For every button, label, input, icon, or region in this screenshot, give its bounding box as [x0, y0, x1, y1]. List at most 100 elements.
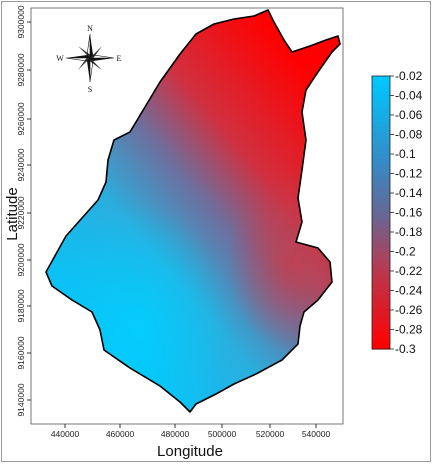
legend-swatch	[372, 330, 390, 336]
legend-swatch	[372, 103, 390, 109]
legend-swatch	[372, 130, 390, 136]
y-axis-title: Latitude	[4, 187, 21, 240]
legend-label: -0.08	[395, 128, 423, 142]
legend-swatch	[372, 180, 390, 186]
legend-label: -0.1	[395, 147, 416, 161]
study-area-surface	[46, 10, 340, 412]
legend-swatch	[372, 212, 390, 218]
legend-swatch	[372, 308, 390, 314]
legend-label: -0.16	[395, 206, 423, 220]
legend-swatch	[372, 226, 390, 232]
legend-swatch	[372, 326, 390, 332]
legend-swatch	[372, 76, 390, 82]
legend-swatch	[372, 194, 390, 200]
x-tick-label: 500000	[208, 429, 237, 439]
legend-label: -0.06	[395, 108, 423, 122]
x-axis: 440000 460000 480000 500000 520000 54000…	[51, 424, 331, 439]
y-tick-label: 9280000	[16, 53, 26, 86]
legend-swatch	[372, 144, 390, 150]
legend-swatch	[372, 207, 390, 214]
legend-swatch	[372, 339, 390, 346]
x-tick-label: 440000	[51, 429, 80, 439]
legend-swatch	[372, 94, 390, 100]
y-tick-label: 9220000	[16, 196, 26, 229]
legend-swatch	[372, 121, 390, 127]
legend-swatch	[372, 89, 390, 95]
legend-swatch	[372, 85, 390, 91]
north-arrow-icon: N S E W	[56, 24, 121, 94]
legend-swatch	[372, 167, 390, 173]
legend-label: -0.14	[395, 186, 423, 200]
legend: -0.02 -0.04 -0.06 -0.08 -0.1 -0.12 -0.14 -0.16 -…	[371, 69, 423, 356]
study-area-outline	[45, 9, 341, 413]
legend-swatch	[372, 303, 390, 309]
legend-swatch	[372, 80, 390, 86]
legend-swatch	[372, 298, 390, 305]
legend-swatch	[372, 198, 390, 204]
y-tick-label: 9140000	[16, 383, 26, 416]
legend-label: -0.28	[395, 323, 423, 337]
legend-swatch	[372, 126, 390, 132]
legend-swatch	[372, 148, 390, 154]
compass-south-label: S	[88, 85, 92, 94]
x-tick-label: 520000	[256, 429, 285, 439]
legend-swatch	[372, 271, 390, 277]
legend-label: -0.26	[395, 303, 423, 317]
legend-swatch	[372, 317, 390, 323]
legend-swatch	[372, 221, 390, 227]
legend-swatch	[372, 162, 390, 168]
legend-swatch	[372, 321, 390, 327]
legend-swatch	[372, 203, 390, 209]
legend-swatch	[372, 253, 390, 259]
plot-area-border	[30, 7, 344, 425]
compass-east-label: E	[117, 54, 122, 63]
legend-swatch	[372, 276, 390, 282]
legend-swatch	[372, 139, 390, 145]
legend-swatch	[372, 235, 390, 241]
y-tick-label: 9260000	[16, 102, 26, 135]
legend-swatch	[372, 107, 390, 113]
legend-swatches	[372, 76, 390, 350]
legend-swatch	[372, 153, 390, 159]
legend-swatch	[372, 285, 390, 291]
y-axis: 9300000 9280000 9260000 9240000 9220000 …	[16, 5, 31, 417]
legend-swatch	[372, 116, 390, 123]
legend-swatch	[372, 248, 390, 255]
legend-label: -0.22	[395, 264, 423, 278]
legend-swatch	[372, 176, 390, 182]
x-tick-label: 540000	[302, 429, 331, 439]
y-tick-label: 9300000	[16, 5, 26, 38]
legend-swatch	[372, 98, 390, 104]
y-tick-label: 9180000	[16, 289, 26, 322]
legend-swatch	[372, 294, 390, 300]
legend-swatch	[372, 157, 390, 164]
legend-label: -0.12	[395, 167, 423, 181]
legend-swatch	[372, 289, 390, 295]
legend-color-bar	[371, 75, 391, 350]
legend-swatch	[372, 312, 390, 318]
legend-swatch	[372, 171, 390, 177]
legend-swatch	[372, 135, 390, 141]
x-tick-label: 460000	[106, 429, 135, 439]
legend-labels: -0.02 -0.04 -0.06 -0.08 -0.1 -0.12 -0.14 -0.16 -…	[390, 69, 423, 356]
y-tick-label: 9200000	[16, 243, 26, 276]
legend-swatch	[372, 239, 390, 245]
x-axis-title: Longitude	[157, 443, 223, 460]
legend-swatch	[372, 262, 390, 268]
legend-label: -0.04	[395, 89, 423, 103]
legend-swatch	[372, 267, 390, 273]
compass-north-label: N	[87, 24, 93, 33]
legend-swatch	[372, 344, 390, 350]
legend-swatch	[372, 258, 390, 264]
legend-swatch	[372, 230, 390, 236]
y-tick-label: 9160000	[16, 336, 26, 369]
legend-label: -0.02	[395, 69, 423, 83]
legend-swatch	[372, 189, 390, 195]
x-tick-label: 480000	[161, 429, 190, 439]
legend-label: -0.24	[395, 284, 423, 298]
legend-swatch	[372, 217, 390, 223]
y-tick-label: 9240000	[16, 148, 26, 181]
legend-label: -0.3	[395, 342, 416, 356]
